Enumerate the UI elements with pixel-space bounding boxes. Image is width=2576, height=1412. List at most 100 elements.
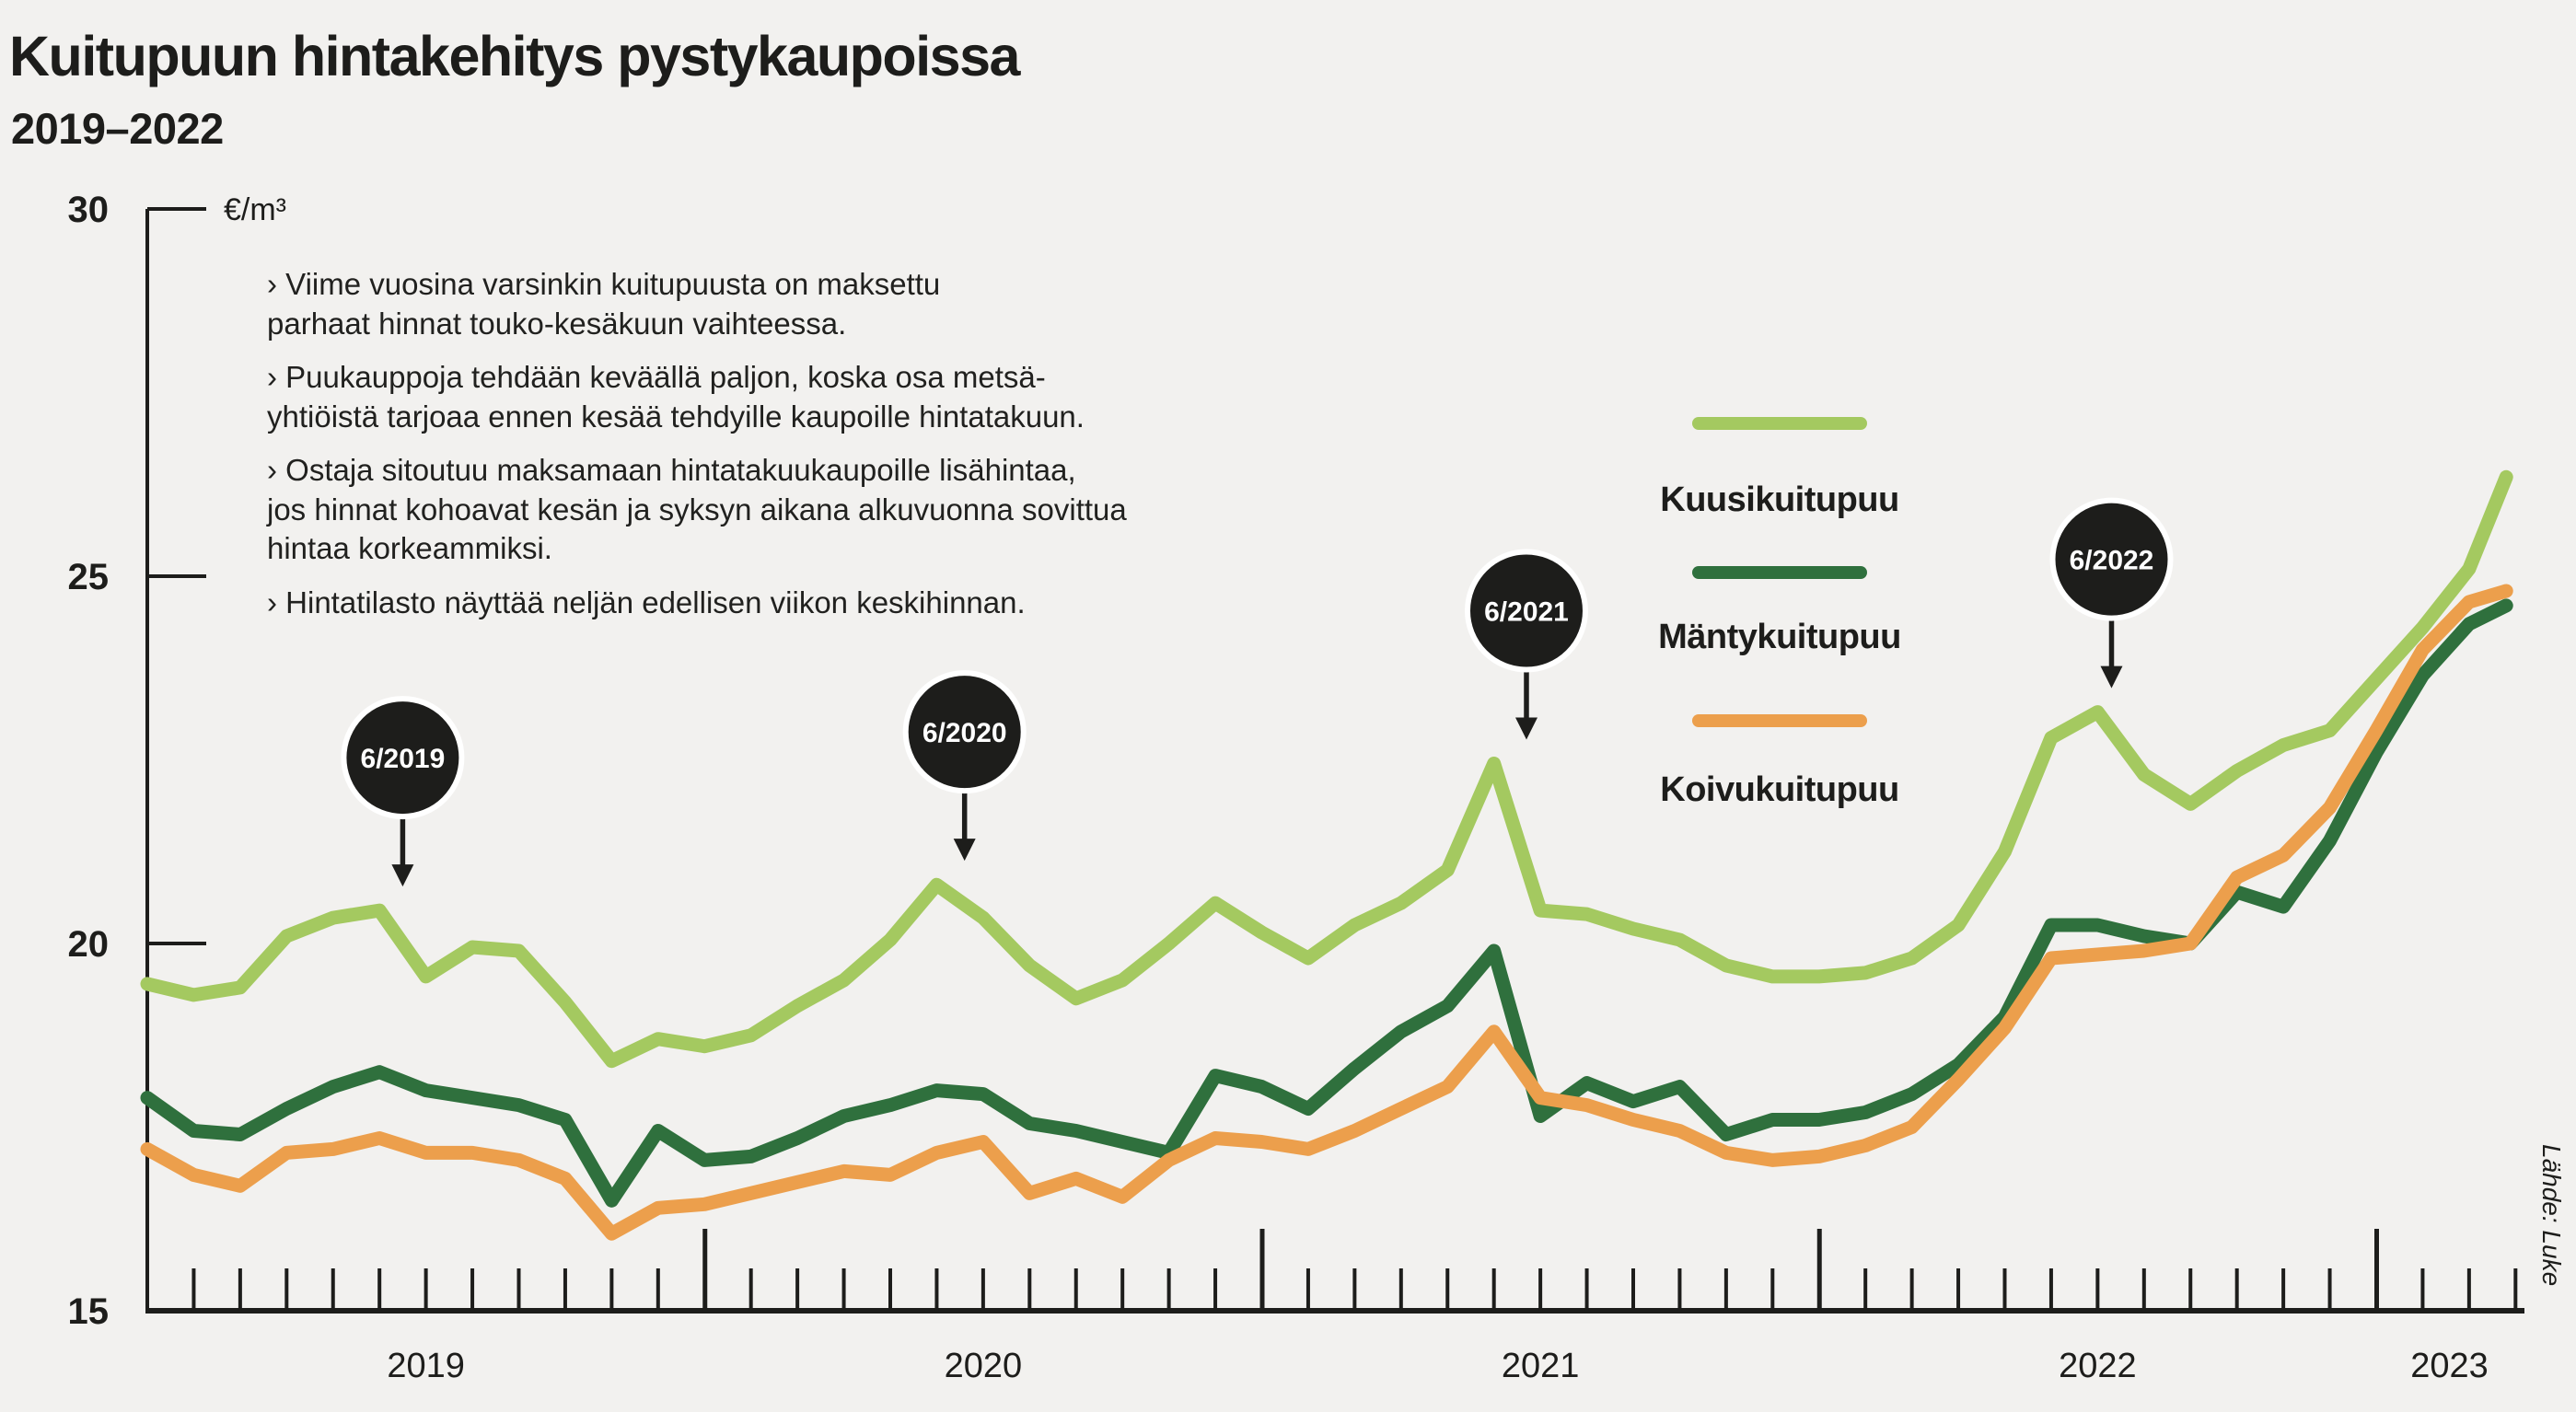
x-month-tick	[2141, 1268, 2146, 1311]
annotation-bubble	[2049, 497, 2174, 621]
x-month-tick	[1120, 1268, 1125, 1311]
x-month-tick	[1398, 1268, 1403, 1311]
legend-label-kuusikuitupuu: Kuusikuitupuu	[1660, 480, 1899, 519]
page-title: Kuitupuun hintakehitys pystykaupoissa	[9, 25, 1020, 87]
y-tick-label-15: 15	[68, 1291, 110, 1332]
x-year-tick	[2374, 1229, 2379, 1311]
x-month-tick	[331, 1268, 335, 1311]
page-subtitle: 2019–2022	[11, 104, 224, 153]
annotation-bubble-label: 6/2022	[2070, 546, 2154, 576]
x-month-tick	[934, 1268, 939, 1311]
annotation-arrowhead-icon	[1514, 717, 1537, 740]
x-month-tick	[2095, 1268, 2100, 1311]
annotation-6-2022: 6/2022	[2049, 497, 2174, 689]
note-line: yhtiöistä tarjoaa ennen kesää tehdyille …	[267, 399, 1085, 434]
x-month-tick	[1166, 1268, 1171, 1311]
note-line: › Ostaja sitoutuu maksamaan hintatakuuka…	[267, 453, 1076, 487]
x-month-tick	[1352, 1268, 1357, 1311]
x-month-tick	[888, 1268, 892, 1311]
y-tick-30	[147, 207, 206, 211]
x-month-tick	[1584, 1268, 1589, 1311]
x-month-tick	[470, 1268, 475, 1311]
series-line-mäntykuitupuu	[140, 598, 2513, 1208]
y-tick-label-20: 20	[68, 924, 110, 965]
x-month-tick	[1863, 1268, 1868, 1311]
x-axis-spine	[145, 1308, 2524, 1314]
x-month-tick	[2420, 1268, 2425, 1311]
x-month-tick	[238, 1268, 242, 1311]
x-month-tick	[2281, 1268, 2286, 1311]
y-tick-label-25: 25	[68, 557, 110, 597]
y-axis-unit-label: €/m³	[224, 192, 286, 227]
annotation-bubble-label: 6/2020	[922, 718, 1007, 748]
x-month-tick	[1723, 1268, 1728, 1311]
x-month-tick	[2327, 1268, 2332, 1311]
y-tick-20	[147, 942, 206, 945]
note-line: › Hintatilasto näyttää neljän edellisen …	[267, 584, 1026, 619]
x-month-tick	[2513, 1268, 2518, 1311]
x-year-tick	[702, 1229, 708, 1311]
x-year-label-2022: 2022	[2059, 1347, 2137, 1385]
legend-swatch-kuusikuitupuu	[1692, 417, 1867, 430]
x-month-tick	[1770, 1268, 1775, 1311]
note-item-2: › Puukauppoja tehdään keväällä paljon, k…	[267, 358, 1372, 436]
x-month-tick	[1538, 1268, 1543, 1311]
note-line: › Puukauppoja tehdään keväällä paljon, k…	[267, 360, 1046, 394]
x-month-tick	[748, 1268, 753, 1311]
x-month-tick	[1073, 1268, 1078, 1311]
annotation-bubble	[902, 670, 1027, 794]
x-month-tick	[2466, 1268, 2471, 1311]
note-line: › Viime vuosina varsinkin kuitupuusta on…	[267, 267, 941, 301]
x-month-tick	[795, 1268, 800, 1311]
note-item-1: › Viime vuosina varsinkin kuitupuusta on…	[267, 265, 1372, 343]
x-month-tick	[609, 1268, 614, 1311]
x-month-tick	[2002, 1268, 2007, 1311]
x-month-tick	[1491, 1268, 1496, 1311]
note-item-4: › Hintatilasto näyttää neljän edellisen …	[267, 584, 1372, 623]
x-month-tick	[1027, 1268, 1032, 1311]
x-year-label-2020: 2020	[945, 1347, 1023, 1385]
annotation-6-2021: 6/2021	[1464, 549, 1588, 740]
note-line: jos hinnat kohoavat kesän ja syksyn aika…	[267, 492, 1127, 527]
x-month-tick	[424, 1268, 428, 1311]
x-month-tick	[516, 1268, 521, 1311]
x-year-label-2023: 2023	[2410, 1347, 2489, 1385]
x-month-tick	[284, 1268, 289, 1311]
y-tick-label-30: 30	[68, 190, 110, 230]
axes: 30 25 20 15 €/m³ 2019 2020 2021 2022 2023	[68, 190, 2524, 1385]
x-month-tick	[2234, 1268, 2239, 1311]
x-month-tick	[563, 1268, 567, 1311]
annotation-arrowhead-icon	[953, 839, 976, 862]
x-month-tick	[2048, 1268, 2053, 1311]
x-month-tick	[1445, 1268, 1450, 1311]
x-month-tick	[841, 1268, 846, 1311]
x-year-tick	[1259, 1229, 1265, 1311]
annotation-bubble-label: 6/2019	[361, 744, 446, 774]
x-month-tick	[377, 1268, 382, 1311]
x-month-tick	[1909, 1268, 1914, 1311]
note-line: hintaa korkeammiksi.	[267, 531, 552, 565]
series-line-koivukuitupuu	[140, 584, 2513, 1241]
annotation-bubble	[341, 696, 465, 820]
annotation-bubble	[1464, 549, 1588, 673]
legend-swatch-koivukuitupuu	[1692, 714, 1867, 727]
y-tick-25	[147, 574, 206, 578]
annotation-arrowhead-icon	[391, 864, 414, 887]
series-line-kuusikuitupuu	[140, 469, 2513, 1069]
x-year-label-2021: 2021	[1502, 1347, 1580, 1385]
x-month-tick	[2188, 1268, 2193, 1311]
annotation-arrowhead-icon	[2100, 665, 2123, 689]
annotation-bubble-label: 6/2021	[1484, 596, 1569, 627]
x-month-tick	[1956, 1268, 1961, 1311]
note-item-3: › Ostaja sitoutuu maksamaan hintatakuuka…	[267, 451, 1372, 569]
x-month-tick	[1631, 1268, 1635, 1311]
x-month-tick	[1213, 1268, 1218, 1311]
legend-swatch-mäntykuitupuu	[1692, 566, 1867, 579]
x-year-tick	[1816, 1229, 1822, 1311]
x-month-tick	[191, 1268, 196, 1311]
annotation-6-2019: 6/2019	[341, 696, 465, 887]
x-month-tick	[1305, 1268, 1310, 1311]
x-month-tick	[656, 1268, 660, 1311]
